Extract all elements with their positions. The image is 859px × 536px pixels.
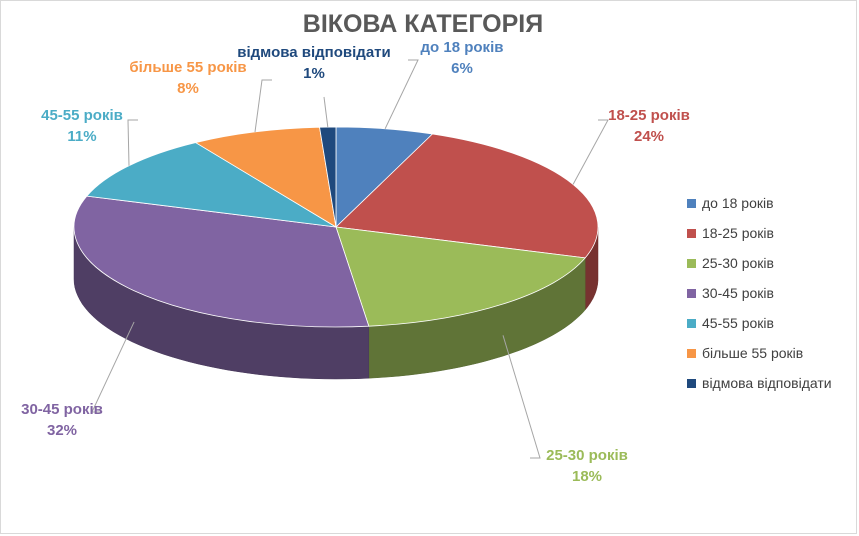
- data-label-name: до 18 років: [421, 39, 504, 56]
- legend-item: більше 55 років: [687, 338, 852, 368]
- data-label-name: 30-45 років: [21, 401, 103, 418]
- legend-swatch: [687, 378, 696, 388]
- data-label-name: 25-30 років: [546, 447, 628, 464]
- legend-label: більше 55 років: [702, 345, 804, 361]
- data-label-value: 32%: [47, 422, 77, 439]
- leader-line-більше-55-років: [254, 79, 272, 132]
- data-label-value: 24%: [634, 128, 664, 145]
- data-label-value: 18%: [572, 468, 602, 485]
- data-label-name: відмова відповідати: [237, 44, 390, 61]
- legend-item: 18-25 років: [687, 218, 852, 248]
- legend-swatch: [687, 228, 696, 238]
- data-label-value: 8%: [177, 80, 199, 97]
- legend: до 18 років 18-25 років 25-30 років 30-45 р…: [687, 188, 852, 398]
- legend-label: 25-30 років: [702, 255, 774, 271]
- pie-slice-45-55-років: [86, 142, 337, 228]
- leader-line-до-18-років: [384, 59, 419, 130]
- legend-item: 25-30 років: [687, 248, 852, 278]
- pie-slice-відмова-відповідати: [319, 126, 337, 228]
- leader-line-30-45-років: [91, 321, 135, 413]
- leader-line-45-55-років: [127, 119, 138, 166]
- leader-line-18-25-років: [572, 119, 609, 185]
- legend-label: 18-25 років: [702, 225, 774, 241]
- data-label-name: більше 55 років: [129, 59, 246, 76]
- legend-swatch: [687, 198, 696, 208]
- legend-label: 45-55 років: [702, 315, 774, 331]
- legend-label: 30-45 років: [702, 285, 774, 301]
- legend-label: відмова відповідати: [702, 375, 832, 391]
- leader-line-відмова-відповідати: [323, 96, 329, 128]
- leader-line-25-30-років: [502, 335, 541, 459]
- data-label-value: 6%: [451, 60, 473, 77]
- chart-title: ВІКОВА КАТЕГОРІЯ: [302, 10, 544, 38]
- legend-label: до 18 років: [702, 195, 774, 211]
- legend-item: 45-55 років: [687, 308, 852, 338]
- data-label-name: 45-55 років: [41, 107, 123, 124]
- data-label-value: 11%: [67, 128, 96, 145]
- legend-swatch: [687, 348, 696, 358]
- data-label-value: 1%: [303, 65, 325, 82]
- pie-slice-18-25-років: [335, 133, 599, 259]
- legend-swatch: [687, 288, 696, 298]
- pie-slice-30-45-років: [73, 195, 370, 328]
- legend-item: до 18 років: [687, 188, 852, 218]
- legend-item: 30-45 років: [687, 278, 852, 308]
- legend-swatch: [687, 318, 696, 328]
- legend-item: відмова відповідати: [687, 368, 852, 398]
- legend-swatch: [687, 258, 696, 268]
- data-label-name: 18-25 років: [608, 107, 690, 124]
- pie-slice-25-30-років: [335, 226, 586, 327]
